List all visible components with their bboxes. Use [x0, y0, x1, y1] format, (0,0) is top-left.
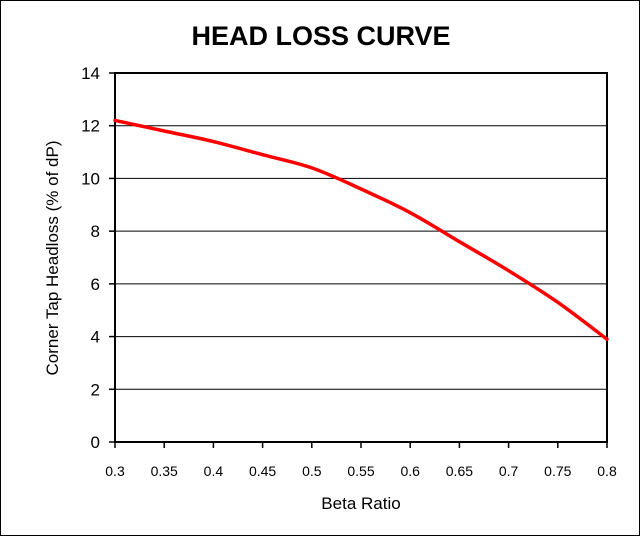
plot-area-frame: [114, 72, 608, 443]
y-tick-label: 4: [91, 328, 100, 347]
y-tick-label: 6: [91, 275, 100, 294]
series-line-0: [113, 118, 609, 341]
y-tick-label: 0: [91, 433, 100, 452]
x-tick-label: 0.65: [446, 463, 473, 479]
series-layer: [113, 118, 609, 341]
x-tick-label: 0.5: [302, 463, 322, 479]
gridlines: [115, 125, 607, 390]
x-axis-ticks: 0.3 0.35 0.4 0.45 0.5 0.55 0.6 0.65 0.7 0.75 0.8: [105, 442, 617, 479]
x-tick-label: 0.3: [105, 463, 125, 479]
y-tick-label: 14: [81, 64, 100, 83]
y-tick-label: 10: [81, 169, 100, 188]
x-tick-label: 0.7: [499, 463, 519, 479]
chart-title: HEAD LOSS CURVE: [191, 21, 450, 51]
y-tick-label: 2: [91, 380, 100, 399]
y-axis-label: Corner Tap Headloss (% of dP): [43, 141, 62, 376]
x-axis-label: Beta Ratio: [321, 494, 400, 513]
x-tick-label: 0.8: [597, 463, 617, 479]
y-axis-ticks: 0 2 4 6 8 10 12 14: [81, 64, 115, 452]
x-tick-label: 0.55: [347, 463, 374, 479]
y-tick-label: 12: [81, 117, 100, 136]
x-tick-label: 0.75: [544, 463, 571, 479]
x-tick-label: 0.35: [151, 463, 178, 479]
x-tick-label: 0.4: [204, 463, 224, 479]
x-tick-label: 0.45: [249, 463, 276, 479]
y-tick-label: 8: [91, 222, 100, 241]
x-tick-label: 0.6: [400, 463, 420, 479]
